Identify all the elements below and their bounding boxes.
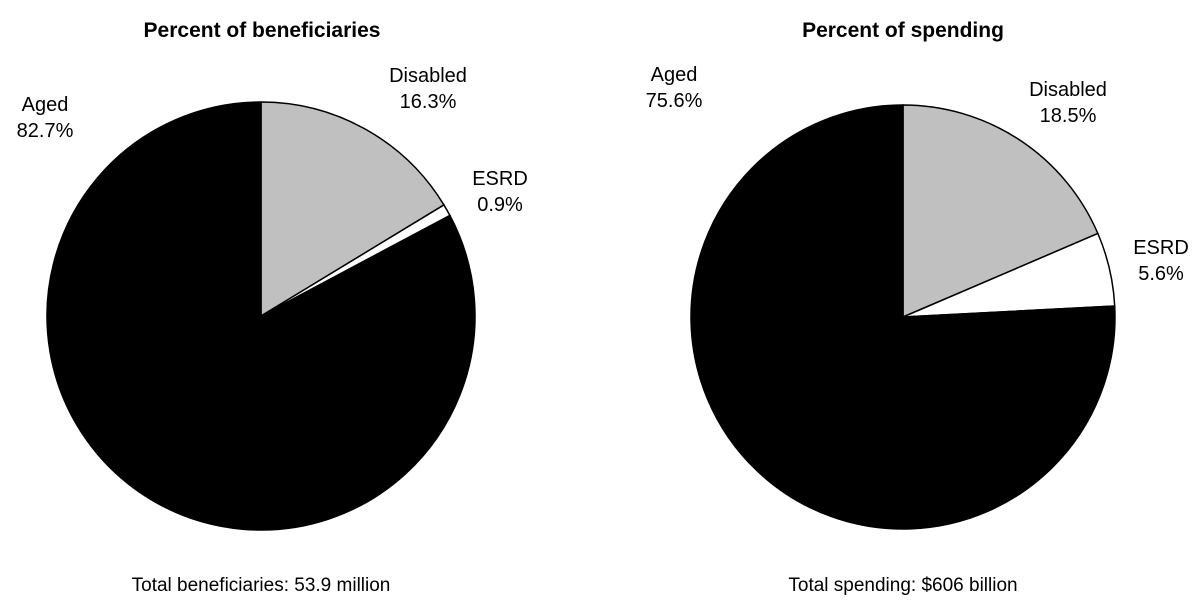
slice-value-disabled: 18.5%	[1040, 105, 1097, 127]
slice-label-esrd: ESRD	[1133, 237, 1189, 259]
slice-value-esrd: 0.9%	[477, 194, 523, 216]
slice-value-esrd: 5.6%	[1138, 263, 1184, 285]
slice-label-aged: Aged	[651, 64, 698, 86]
pie-slices-spending	[690, 104, 1116, 530]
slice-label-esrd: ESRD	[472, 168, 528, 190]
pie-slice-disabled	[902, 104, 1099, 319]
pie-slice-disabled	[260, 101, 445, 318]
pie-chart-beneficiaries: Percent of beneficiaries Disabled 16.3% …	[17, 19, 528, 596]
pie-slice-aged	[690, 104, 1116, 530]
slice-label-disabled: Disabled	[1029, 79, 1107, 101]
slice-value-disabled: 16.3%	[400, 91, 457, 113]
slice-label-aged: Aged	[22, 94, 69, 116]
pie-slice-aged	[46, 101, 476, 531]
pie-chart-spending: Percent of spending Disabled 18.5% ESRD …	[646, 19, 1189, 596]
slice-label-disabled: Disabled	[389, 65, 467, 87]
slice-value-aged: 75.6%	[646, 90, 703, 112]
total-spending-label: Total spending: $606 billion	[788, 575, 1017, 596]
chart-title-beneficiaries: Percent of beneficiaries	[144, 19, 381, 42]
total-beneficiaries-label: Total beneficiaries: 53.9 million	[132, 575, 391, 596]
pie-slices-beneficiaries	[46, 101, 476, 531]
slice-value-aged: 82.7%	[17, 120, 74, 142]
chart-title-spending: Percent of spending	[802, 19, 1004, 42]
